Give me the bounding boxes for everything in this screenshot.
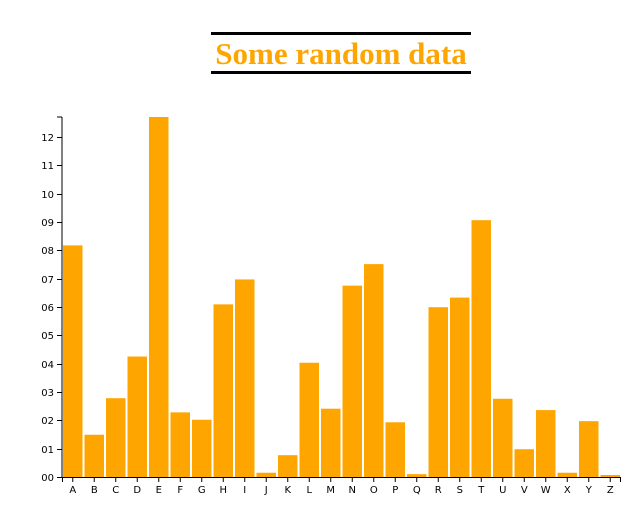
y-axis: 00 01 02 03 04 05 06 07 08 09 10 11 12: [41, 116, 63, 484]
bar-j: [256, 472, 276, 477]
bar-d: [127, 356, 147, 477]
x-tick-label: P: [392, 485, 398, 496]
y-tick-label: 10: [41, 190, 54, 201]
x-tick-label: A: [69, 485, 76, 496]
x-tick-label: G: [198, 485, 206, 496]
y-tick-label: 08: [41, 246, 54, 257]
chart-title: Some random data: [215, 35, 467, 71]
y-tick-label: 12: [41, 133, 54, 144]
x-tick-label: U: [499, 485, 506, 496]
bar-a: [63, 245, 83, 477]
x-tick-label: E: [156, 485, 162, 496]
x-tick-label: M: [326, 485, 335, 496]
bar-l: [299, 362, 319, 477]
x-tick-label: X: [564, 485, 571, 496]
bar-m: [321, 408, 341, 477]
bar-n: [342, 285, 362, 477]
bar-v: [514, 449, 534, 477]
bar-s: [450, 297, 470, 477]
bar-z: [600, 475, 620, 477]
y-tick-label: 06: [41, 303, 54, 314]
bar-p: [385, 422, 405, 477]
bar-u: [493, 398, 513, 477]
x-tick-label: J: [264, 485, 268, 496]
y-tick-label: 05: [41, 331, 54, 342]
y-tick-label: 01: [41, 445, 54, 456]
bar-q: [407, 474, 427, 477]
x-tick-label: Y: [585, 485, 593, 496]
bar-group: [63, 117, 620, 477]
bar-i: [235, 279, 255, 477]
x-tick-label: N: [349, 485, 356, 496]
x-tick-label: I: [243, 485, 246, 496]
x-tick-label: Z: [607, 485, 614, 496]
bar-t: [471, 220, 491, 477]
x-tick-label: L: [306, 485, 312, 496]
x-tick-label: V: [521, 485, 528, 496]
bar-r: [428, 307, 448, 477]
x-tick-label: F: [177, 485, 183, 496]
chart-title-frame: Some random data: [211, 32, 471, 74]
x-tick-label: T: [477, 485, 485, 496]
x-tick-label: W: [541, 485, 551, 496]
y-tick-label: 03: [41, 388, 54, 399]
x-axis: A B C D E F G H I J K L M N O P Q R S T U V W X Y Z: [62, 477, 621, 496]
y-tick-label: 02: [41, 416, 54, 427]
bar-o: [364, 264, 384, 477]
x-tick-label: S: [457, 485, 463, 496]
bar-k: [278, 455, 298, 477]
y-tick-label: 11: [41, 161, 54, 172]
y-tick-label: 07: [41, 275, 54, 286]
bar-g: [192, 419, 212, 477]
y-tick-label: 00: [41, 473, 54, 484]
bar-w: [536, 410, 556, 477]
bar-c: [106, 398, 126, 477]
x-tick-label: C: [112, 485, 119, 496]
x-tick-label: D: [133, 485, 141, 496]
bar-f: [170, 412, 190, 477]
x-tick-label: B: [91, 485, 98, 496]
bar-b: [84, 434, 104, 477]
y-tick-label: 04: [41, 360, 54, 371]
x-tick-label: H: [219, 485, 227, 496]
x-tick-label: R: [435, 485, 442, 496]
y-tick-label: 09: [41, 218, 54, 229]
x-tick-label: Q: [413, 485, 421, 496]
bar-y: [579, 421, 599, 477]
x-tick-label: O: [370, 485, 378, 496]
bar-h: [213, 304, 233, 477]
x-tick-label: K: [284, 485, 291, 496]
bar-x: [557, 472, 577, 477]
bar-e: [149, 117, 169, 477]
